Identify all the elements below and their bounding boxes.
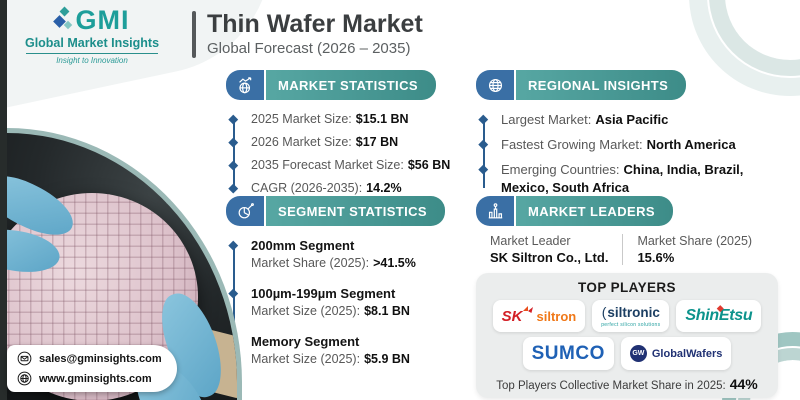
section-header-regional-insights: REGIONAL INSIGHTS [516, 70, 687, 100]
stat-item: CAGR (2026-2035): 14.2% [251, 180, 468, 197]
section-market-statistics: MARKET STATISTICS 2025 Market Size: $15.1… [226, 70, 468, 197]
gmi-diamond-icon [52, 6, 72, 34]
siltronic-paren-mark: ( [601, 303, 607, 320]
brand-abbr: GMI [75, 5, 130, 35]
top-players-row-1: SK siltron (siltronic perfect silicon so… [486, 300, 768, 332]
left-column: MARKET STATISTICS 2025 Market Size: $15.1… [226, 70, 468, 366]
section-header-segment-statistics: SEGMENT STATISTICS [266, 196, 446, 226]
region-item: Largest Market: Asia Pacific [501, 111, 794, 129]
market-share-col: Market Share (2025) 15.6% [637, 234, 753, 265]
email-icon [17, 351, 32, 366]
segment-item: Memory Segment Market Size (2025): $5.9 B… [251, 333, 468, 368]
region-item: Fastest Growing Market: North America [501, 136, 794, 154]
section-market-leaders: MARKET LEADERS Market Leader SK Siltron … [476, 196, 794, 398]
market-statistics-list: 2025 Market Size: $15.1 BN 2026 Market Si… [226, 111, 468, 197]
email-text: sales@gminsights.com [39, 352, 162, 365]
title-divider-bar [192, 11, 196, 58]
page-subtitle: Global Forecast (2026 – 2035) [207, 40, 411, 58]
market-leader-name: SK Siltron Co., Ltd. [490, 250, 609, 265]
region-item: Emerging Countries: China, India, Brazil,… [501, 161, 794, 197]
section-segment-statistics: SEGMENT STATISTICS 200mm Segment Market … [226, 196, 468, 381]
logo-sk-siltron: SK siltron [492, 300, 586, 332]
stat-item: 2025 Market Size: $15.1 BN [251, 111, 468, 128]
market-leader-summary: Market Leader SK Siltron Co., Ltd. Marke… [490, 234, 794, 265]
vertical-divider [622, 234, 624, 265]
segment-item: 200mm Segment Market Share (2025): >41.5% [251, 237, 468, 272]
section-header-market-leaders: MARKET LEADERS [516, 196, 673, 226]
market-leaders-icon [476, 196, 514, 226]
segment-statistics-list: 200mm Segment Market Share (2025): >41.5%… [226, 237, 468, 368]
logo-globalwafers: GW GlobalWafers [620, 337, 732, 370]
top-players-box: TOP PLAYERS SK siltron (siltronic perfec… [476, 273, 778, 398]
section-regional-insights: REGIONAL INSIGHTS Largest Market: Asia Pa… [476, 70, 794, 197]
contact-website[interactable]: www.gminsights.com [17, 371, 177, 386]
brand-name: Global Market Insights [24, 36, 160, 50]
right-column: REGIONAL INSIGHTS Largest Market: Asia Pa… [476, 70, 794, 398]
brand-tagline: Insight to Innovation [56, 56, 128, 65]
collective-share-value: 44% [729, 376, 758, 392]
left-edge-strip [0, 0, 7, 400]
segment-statistics-icon [226, 196, 264, 226]
top-players-footer: Top Players Collective Market Share in 2… [496, 376, 758, 392]
market-share-value: 15.6% [637, 250, 675, 265]
globe-icon [17, 371, 32, 386]
sk-butterfly-icon [522, 302, 534, 320]
stat-item: 2035 Forecast Market Size: $56 BN [251, 157, 468, 174]
top-players-title: TOP PLAYERS [578, 280, 676, 295]
title-block: Thin Wafer Market Global Forecast (2026 … [192, 11, 423, 58]
regional-insights-list: Largest Market: Asia Pacific Fastest Grow… [476, 111, 794, 197]
regional-insights-icon [476, 70, 514, 100]
brand-divider [26, 53, 158, 54]
logo-shin-etsu: ShinEtsu [676, 300, 762, 332]
section-header-market-statistics: MARKET STATISTICS [266, 70, 436, 100]
stat-item: 2026 Market Size: $17 BN [251, 134, 468, 151]
market-statistics-icon [226, 70, 264, 100]
contact-card: sales@gminsights.com www.gminsights.com [7, 345, 177, 392]
segment-item: 100µm-199µm Segment Market Size (2025): $… [251, 285, 468, 320]
logo-siltronic: (siltronic perfect silicon solutions [592, 300, 670, 332]
globalwafers-gw-icon: GW [629, 345, 647, 362]
page-title: Thin Wafer Market [207, 10, 423, 38]
top-players-row-2: SUMCO GW GlobalWafers [486, 337, 768, 370]
logo-sumco: SUMCO [522, 337, 614, 370]
brand-logo: GMI Global Market Insights Insight to In… [14, 5, 170, 66]
contact-email[interactable]: sales@gminsights.com [17, 351, 177, 366]
decor-ring-top-right [725, 0, 800, 60]
market-leader-col: Market Leader SK Siltron Co., Ltd. [490, 234, 609, 265]
website-text: www.gminsights.com [39, 372, 152, 385]
